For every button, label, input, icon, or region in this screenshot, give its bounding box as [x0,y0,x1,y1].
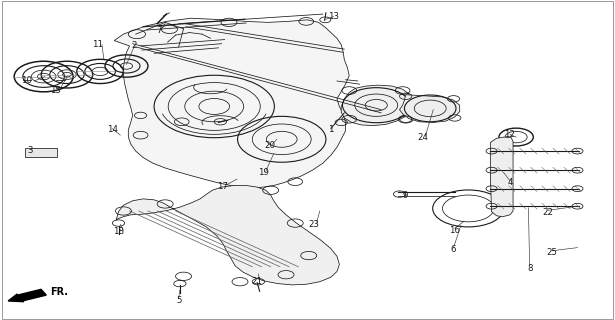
Text: 10: 10 [21,76,32,85]
Text: 16: 16 [450,226,460,235]
Polygon shape [116,186,339,285]
Text: FR.: FR. [50,287,68,297]
Text: 8: 8 [527,264,533,273]
Text: 1: 1 [328,125,333,134]
Text: 19: 19 [258,168,269,177]
Text: 24: 24 [418,132,429,141]
Text: 7: 7 [156,26,162,35]
Text: 21: 21 [252,277,263,286]
Text: 11: 11 [92,40,103,49]
Polygon shape [490,137,513,217]
Polygon shape [341,85,411,125]
Text: 12: 12 [504,130,515,139]
Text: 23: 23 [308,220,319,229]
Text: 5: 5 [176,296,181,305]
Text: 4: 4 [507,179,513,188]
Text: 18: 18 [113,227,124,236]
Text: 25: 25 [546,248,557,257]
Text: 22: 22 [542,208,554,217]
Text: 13: 13 [328,12,339,21]
Text: 15: 15 [50,86,62,95]
Polygon shape [400,95,459,123]
Text: 6: 6 [451,245,456,254]
Text: 2: 2 [132,41,137,51]
Polygon shape [114,18,349,188]
Text: 14: 14 [107,125,118,134]
Text: 17: 17 [217,182,228,191]
Text: 3: 3 [28,146,33,155]
Text: 20: 20 [264,141,275,150]
Text: 9: 9 [403,191,408,200]
FancyArrow shape [8,289,46,302]
Bar [25,148,57,157]
